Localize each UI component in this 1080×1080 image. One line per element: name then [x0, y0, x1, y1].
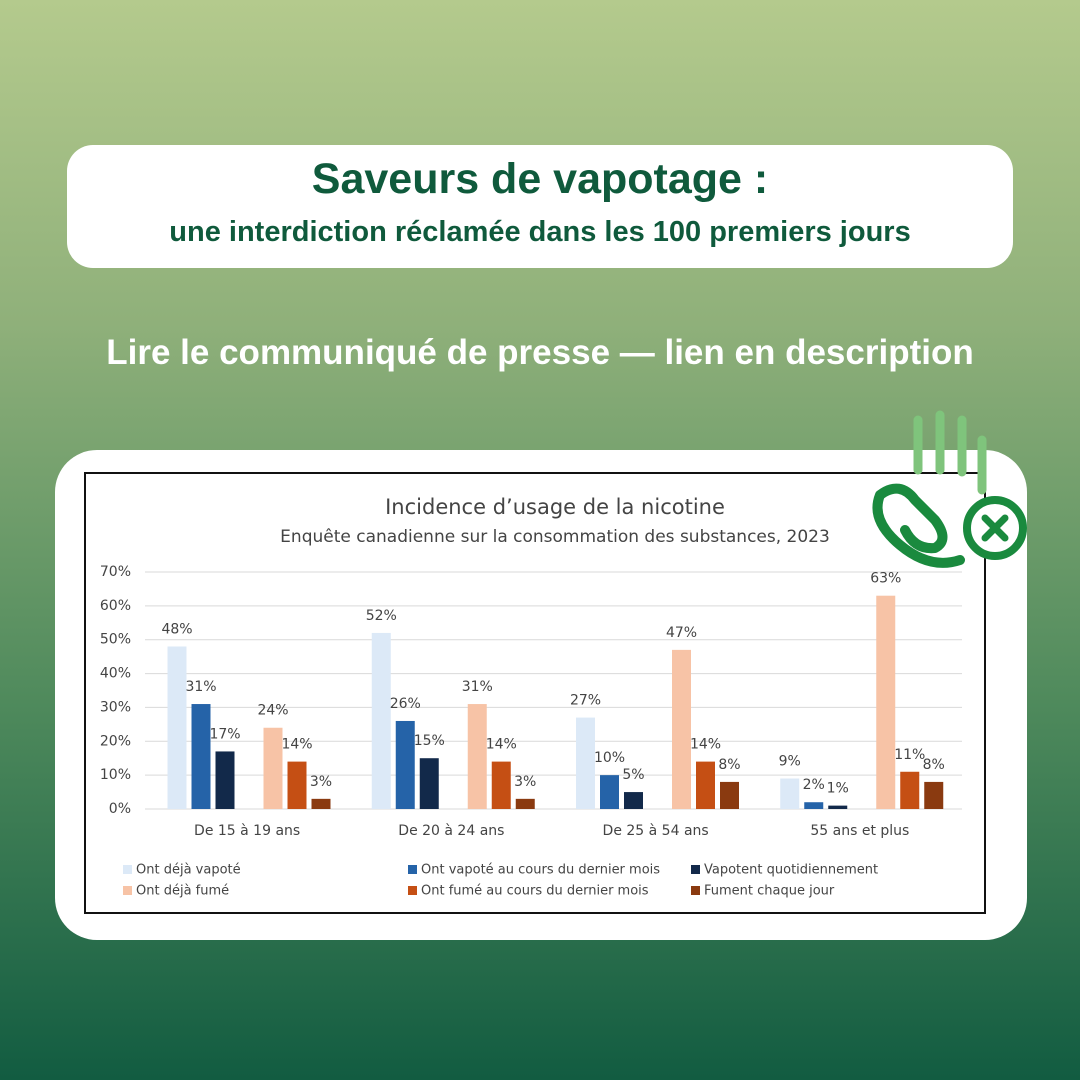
- value-label: 63%: [870, 571, 901, 587]
- legend-swatch: [408, 865, 417, 874]
- bar: [467, 704, 487, 809]
- bar: [311, 798, 331, 809]
- bar: [287, 761, 307, 809]
- value-label: 15%: [414, 733, 445, 749]
- value-label: 17%: [209, 726, 240, 742]
- bar: [720, 781, 739, 809]
- value-label: 14%: [486, 737, 517, 753]
- bar: [696, 761, 715, 809]
- value-label: 10%: [594, 750, 625, 766]
- legend-swatch: [408, 886, 417, 895]
- no-vape-icon: [872, 410, 1027, 568]
- bar: [600, 775, 619, 809]
- bar: [900, 771, 920, 809]
- value-label: 31%: [185, 679, 216, 695]
- legend-label: Fument chaque jour: [704, 884, 835, 899]
- y-tick-label: 70%: [100, 564, 131, 580]
- value-label: 3%: [514, 774, 536, 790]
- value-label: 52%: [366, 608, 397, 624]
- value-label: 14%: [690, 737, 721, 753]
- x-tick-label: De 15 à 19 ans: [194, 823, 300, 839]
- chart-subtitle: Enquête canadienne sur la consommation d…: [280, 527, 830, 547]
- bar: [672, 649, 691, 809]
- header-title: Saveurs de vapotage :: [311, 155, 769, 203]
- value-label: 27%: [570, 693, 601, 709]
- legend-swatch: [691, 886, 700, 895]
- bar: [624, 792, 643, 809]
- legend-swatch: [691, 865, 700, 874]
- value-label: 47%: [666, 625, 697, 641]
- chart-title: Incidence d’usage de la nicotine: [385, 495, 725, 519]
- value-label: 31%: [462, 679, 493, 695]
- header-subtitle: une interdiction réclamée dans les 100 p…: [169, 216, 911, 248]
- legend-label: Ont vapoté au cours du dernier mois: [421, 863, 660, 878]
- value-label: 24%: [257, 703, 288, 719]
- y-tick-label: 50%: [100, 632, 131, 648]
- y-tick-label: 60%: [100, 598, 131, 614]
- y-tick-label: 40%: [100, 666, 131, 682]
- x-tick-label: 55 ans et plus: [810, 823, 909, 839]
- bar: [780, 778, 800, 809]
- bar: [515, 798, 535, 809]
- header-box: Saveurs de vapotage : une interdiction r…: [67, 145, 1013, 268]
- bar: [191, 704, 211, 809]
- bar: [828, 805, 848, 809]
- value-label: 8%: [718, 757, 740, 773]
- bar: [215, 751, 235, 809]
- bar: [371, 632, 391, 809]
- x-tick-label: De 20 à 24 ans: [398, 823, 504, 839]
- value-label: 26%: [390, 696, 421, 712]
- value-label: 14%: [281, 737, 312, 753]
- bar: [167, 646, 187, 809]
- chart-frame: [84, 472, 986, 914]
- legend-label: Ont fumé au cours du dernier mois: [421, 884, 649, 899]
- legend-label: Ont déjà vapoté: [136, 863, 241, 878]
- bar: [263, 727, 283, 809]
- value-label: 48%: [161, 621, 192, 637]
- bar: [419, 758, 439, 809]
- bar: [924, 781, 944, 809]
- bar: [491, 761, 511, 809]
- legend-label: Vapotent quotidiennement: [704, 863, 878, 878]
- value-label: 9%: [779, 754, 801, 770]
- y-tick-label: 10%: [100, 767, 131, 783]
- value-label: 2%: [803, 777, 825, 793]
- bar: [576, 717, 595, 809]
- bar: [804, 802, 824, 809]
- legend-swatch: [123, 865, 132, 874]
- cta-text: Lire le communiqué de presse — lien en d…: [106, 333, 974, 372]
- legend-label: Ont déjà fumé: [136, 884, 229, 899]
- value-label: 1%: [827, 781, 849, 797]
- y-tick-label: 20%: [100, 733, 131, 749]
- value-label: 8%: [923, 757, 945, 773]
- y-tick-label: 30%: [100, 699, 131, 715]
- value-label: 5%: [622, 767, 644, 783]
- y-tick-label: 0%: [109, 801, 131, 817]
- x-tick-label: De 25 à 54 ans: [603, 823, 709, 839]
- bar: [876, 595, 896, 809]
- bar: [395, 720, 415, 809]
- value-label: 3%: [310, 774, 332, 790]
- value-label: 11%: [894, 747, 925, 763]
- legend-swatch: [123, 886, 132, 895]
